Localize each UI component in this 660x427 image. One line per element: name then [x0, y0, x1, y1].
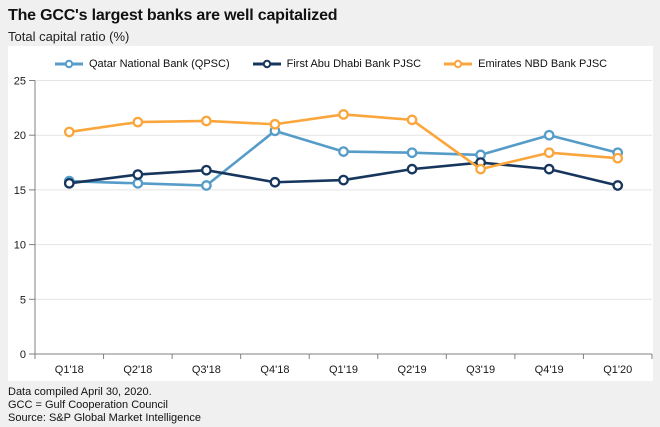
data-point-marker	[406, 163, 418, 175]
x-tick-label: Q3'18	[192, 364, 221, 376]
legend-line-marker-icon	[252, 59, 281, 69]
data-point-marker	[132, 177, 144, 189]
legend-label: Emirates NBD Bank PJSC	[478, 58, 608, 70]
data-point-marker	[201, 180, 212, 191]
data-point-marker	[612, 180, 624, 191]
x-tick-label: Q3'19	[466, 364, 495, 376]
chart-subtitle: Total capital ratio (%)	[8, 29, 130, 44]
y-tick-label: 0	[20, 349, 26, 361]
data-point-marker	[543, 147, 555, 159]
data-point-marker	[201, 164, 212, 176]
y-tick-label: 25	[14, 76, 26, 88]
data-point-marker	[132, 116, 144, 128]
chart-footer: Data compiled April 30, 2020. GCC = Gulf…	[8, 386, 201, 425]
data-point-marker	[475, 163, 486, 175]
x-tick-label: Q2'18	[123, 364, 152, 376]
y-tick-label: 5	[20, 294, 26, 306]
data-point-marker	[63, 126, 75, 138]
data-point-marker	[63, 177, 75, 189]
chart-panel: 0 5 10 15 20 25 Q1'18 Q2'18 Q3'18 Q4'18 Q1'19 Q2'19…	[8, 46, 653, 381]
y-tick-label: 20	[14, 130, 26, 142]
y-tick-label: 15	[14, 185, 26, 197]
footer-note-gcc: GCC = Gulf Cooperation Council	[8, 399, 168, 411]
data-point-marker	[612, 152, 624, 164]
x-tick-label: Q4'19	[535, 364, 564, 376]
legend-line-marker-icon	[444, 59, 473, 69]
legend-item: Emirates NBD Bank PJSC	[443, 58, 607, 70]
chart-canvas: 0 5 10 15 20 25 Q1'18 Q2'18 Q3'18 Q4'18 Q1'19 Q2'19…	[14, 76, 653, 376]
legend-item: Qatar National Bank (QPSC)	[54, 58, 230, 70]
x-tick-label: Q1'19	[329, 364, 358, 376]
footer-note-compiled: Data compiled April 30, 2020.	[8, 386, 152, 398]
data-point-marker	[543, 129, 555, 141]
x-tick-label: Q2'19	[398, 364, 427, 376]
data-point-marker	[406, 147, 418, 159]
legend-label: Qatar National Bank (QPSC)	[89, 58, 230, 70]
data-point-marker	[201, 115, 212, 127]
data-point-marker	[338, 174, 349, 186]
data-point-marker	[338, 146, 349, 157]
data-point-marker	[338, 109, 349, 120]
x-tick-label: Q4'18	[260, 364, 289, 376]
chart-header: The GCC's largest banks are well capital…	[8, 6, 338, 45]
series-line	[67, 113, 620, 171]
legend-label: First Abu Dhabi Bank PJSC	[286, 58, 422, 70]
chart-title: The GCC's largest banks are well capital…	[8, 7, 338, 24]
data-point-marker	[132, 169, 144, 180]
x-tick-label: Q1'20	[603, 364, 632, 376]
data-point-marker	[269, 176, 281, 188]
legend-item: First Abu Dhabi Bank PJSC	[252, 58, 422, 70]
legend-line-marker-icon	[55, 59, 83, 69]
chart-legend: Qatar National Bank (QPSC) First Abu Dhab…	[8, 54, 653, 74]
x-tick-label: Q1'18	[55, 364, 84, 376]
data-point-marker	[543, 163, 555, 175]
y-tick-label: 10	[14, 240, 26, 252]
footer-source: Source: S&P Global Market Intelligence	[8, 412, 202, 424]
data-point-marker	[406, 114, 418, 126]
data-point-marker	[269, 118, 281, 130]
